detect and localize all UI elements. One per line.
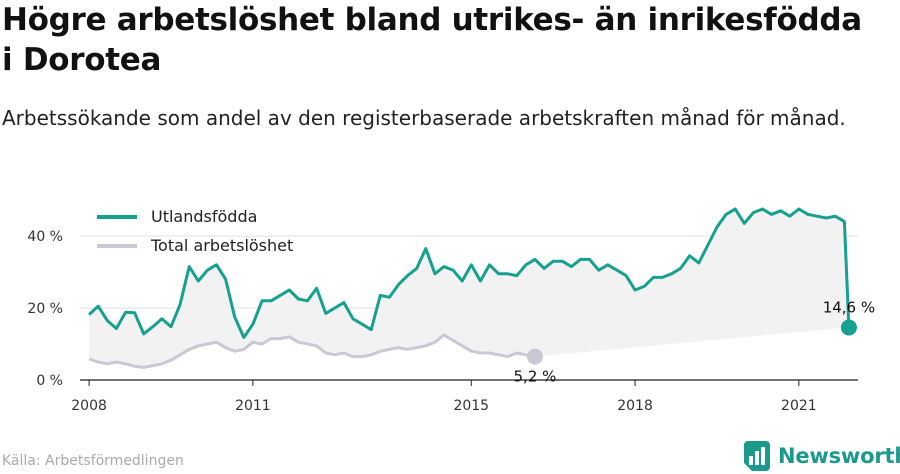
source-note: Källa: Arbetsförmedlingen <box>2 453 184 469</box>
legend-label: Total arbetslöshet <box>150 236 293 255</box>
series-line-utlandsfodda <box>88 207 851 339</box>
y-tick-label: 20 % <box>27 301 63 317</box>
x-tick-label: 2015 <box>453 398 489 414</box>
chart-title: Högre arbetslöshet bland utrikes- än inr… <box>2 2 862 78</box>
newsworthy-logo-icon <box>744 441 770 471</box>
end-marker-total <box>526 348 543 365</box>
x-tick-label: 2018 <box>617 398 653 414</box>
x-tick-label: 2021 <box>781 398 817 414</box>
x-tick-label: 2008 <box>71 398 107 414</box>
end-label-total: 5,2 % <box>514 368 557 386</box>
chart-subtitle: Arbetssökande som andel av den registerb… <box>2 106 846 130</box>
newsworthy-logo: Newsworthy <box>744 440 900 472</box>
x-tick-label: 2011 <box>235 398 271 414</box>
end-label-utlandsfodda: 14,6 % <box>823 298 875 316</box>
legend-label: Utlandsfödda <box>151 207 257 226</box>
y-tick-label: 0 % <box>36 373 63 389</box>
end-marker-utlandsfodda <box>840 319 857 336</box>
series-line-total <box>88 333 536 369</box>
brand-name: Newsworthy <box>778 444 900 468</box>
y-tick-label: 40 % <box>27 229 63 245</box>
gap-area <box>89 209 849 368</box>
